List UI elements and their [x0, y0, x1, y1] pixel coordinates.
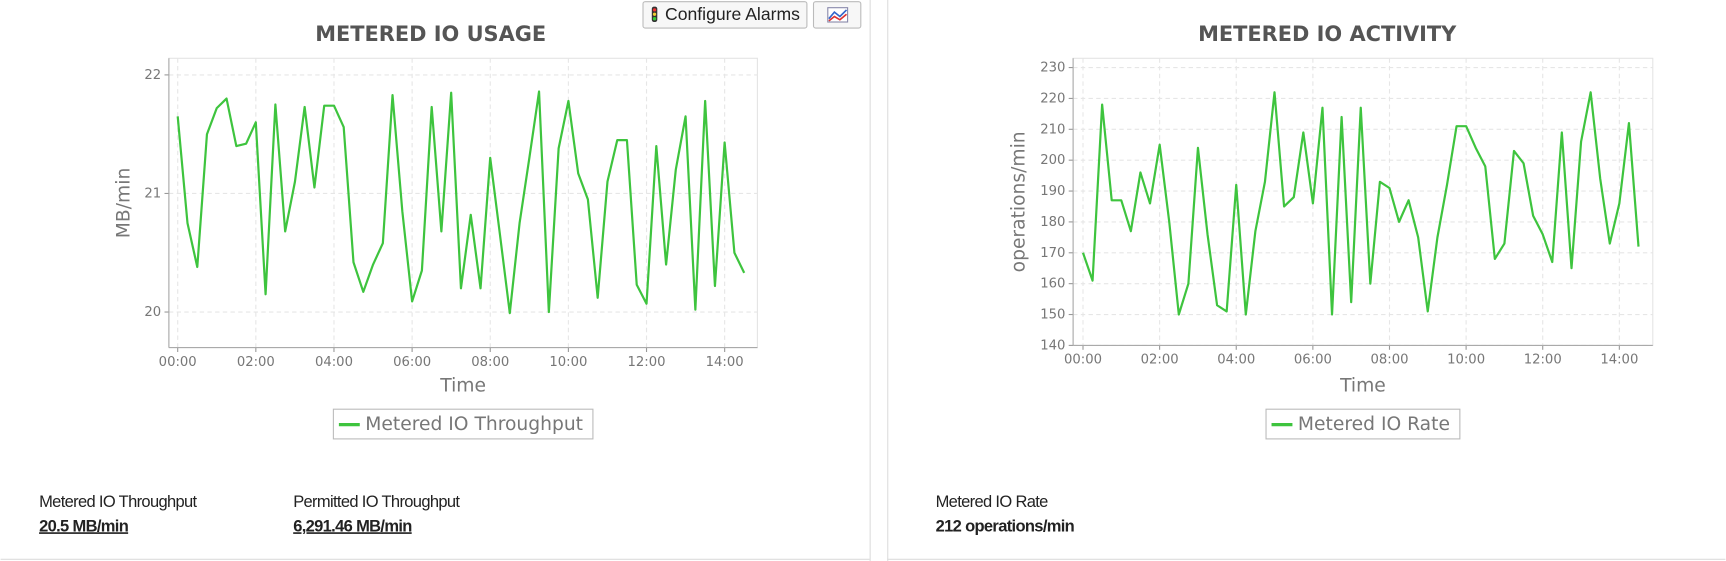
y-axis-label: operations/min	[1009, 131, 1030, 272]
x-tick-label: 06:00	[393, 355, 431, 370]
y-tick-label: 230	[1040, 61, 1065, 76]
stat-value[interactable]: 6,291.46 MB/min	[293, 517, 413, 535]
x-tick-label: 14:00	[706, 355, 744, 370]
x-tick-label: 12:00	[628, 355, 666, 370]
stat-value[interactable]: 20.5 MB/min	[39, 517, 129, 535]
legend-box	[332, 408, 594, 440]
x-tick-label: 04:00	[315, 355, 353, 370]
x-tick-label: 10:00	[549, 355, 587, 370]
x-axis-label: Time	[439, 376, 486, 397]
y-tick-label: 22	[144, 68, 161, 83]
chart-title: METERED IO ACTIVITY	[1198, 22, 1457, 46]
stat-label: Metered IO Rate	[936, 493, 1049, 511]
y-axis-label: MB/min	[113, 168, 134, 238]
x-tick-label: 12:00	[1524, 353, 1562, 368]
legend-box	[1265, 408, 1461, 440]
y-tick-label: 220	[1040, 91, 1065, 106]
x-tick-label: 02:00	[1141, 353, 1179, 368]
stat-value: 212 operations/min	[936, 517, 1075, 535]
configure-alarms-button[interactable]: Configure Alarms	[642, 1, 808, 29]
x-tick-label: 02:00	[237, 355, 275, 370]
y-tick-label: 140	[1040, 338, 1065, 353]
data-line	[176, 90, 746, 315]
y-tick-label: 200	[1040, 153, 1065, 168]
x-tick-label: 10:00	[1447, 353, 1485, 368]
y-tick-label: 190	[1040, 184, 1065, 199]
y-tick-label: 180	[1040, 215, 1065, 230]
legend-label: Metered IO Rate	[1298, 414, 1450, 435]
x-tick-label: 00:00	[159, 355, 197, 370]
x-tick-label: 08:00	[471, 355, 509, 370]
y-tick-label: 170	[1040, 246, 1065, 261]
chart-title: METERED IO USAGE	[315, 22, 546, 46]
legend-label: Metered IO Throughput	[365, 414, 583, 435]
y-tick-label: 150	[1040, 308, 1065, 323]
y-tick-label: 160	[1040, 277, 1065, 292]
x-tick-label: 14:00	[1600, 353, 1638, 368]
x-axis-label: Time	[1339, 376, 1386, 397]
x-tick-label: 04:00	[1217, 353, 1255, 368]
stat-label: Metered IO Throughput	[39, 493, 197, 511]
plot-area	[168, 57, 758, 349]
stat-label: Permitted IO Throughput	[293, 493, 460, 511]
y-tick-label: 21	[144, 186, 161, 201]
y-tick-label: 210	[1040, 122, 1065, 137]
y-tick-label: 20	[144, 305, 161, 320]
x-tick-label: 08:00	[1370, 353, 1408, 368]
button-label: Configure Alarms	[665, 4, 800, 24]
data-line	[1081, 91, 1640, 316]
chart-type-button[interactable]	[812, 1, 862, 29]
x-tick-label: 00:00	[1064, 353, 1102, 368]
x-tick-label: 06:00	[1294, 353, 1332, 368]
